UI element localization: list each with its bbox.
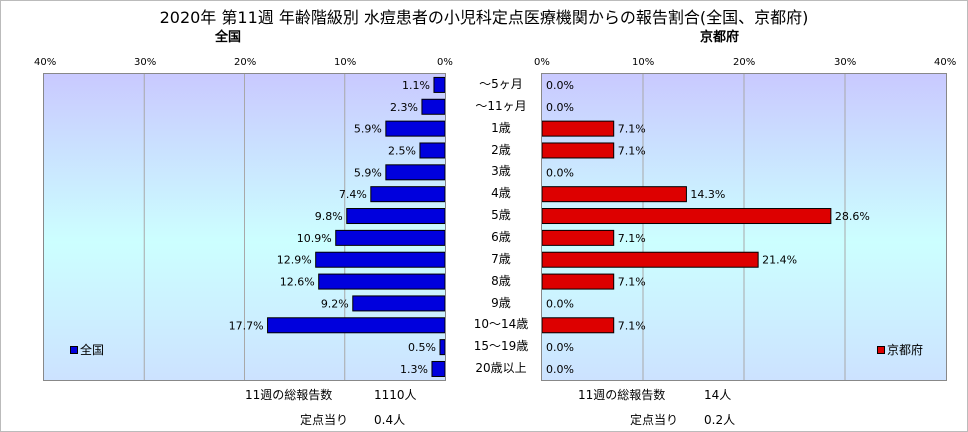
right-tick-label: 30% [834, 57, 857, 68]
right-legend: 京都府 [877, 341, 923, 358]
right-bar [542, 251, 759, 268]
category-label: 6歳 [491, 229, 511, 244]
right-bar [542, 317, 615, 334]
left-value-label: 10.9% [297, 232, 332, 245]
category-label: 1歳 [491, 120, 511, 135]
left-value-label: 12.9% [277, 254, 312, 267]
right-value-label: 7.1% [618, 144, 646, 157]
left-bar [431, 360, 445, 377]
right-legend-swatch [877, 345, 885, 354]
right-value-label: 0.0% [546, 79, 574, 92]
left-value-label: 1.1% [402, 79, 430, 92]
category-label: 3歳 [491, 164, 511, 179]
left-total-value: 1110人 [374, 388, 417, 402]
category-label: ～5ヶ月 [479, 77, 523, 91]
left-tick-label: 0% [437, 57, 453, 68]
left-bar [346, 208, 445, 225]
category-label: 15～19歳 [473, 339, 529, 354]
left-per-label: 定点当り [300, 413, 349, 427]
right-bar [542, 142, 615, 159]
category-label: 7歳 [491, 251, 511, 266]
left-bar [421, 98, 445, 115]
right-bar [542, 186, 687, 203]
right-value-label: 0.0% [546, 297, 574, 310]
category-label: 9歳 [491, 295, 511, 310]
left-bar [419, 142, 445, 159]
right-bar [542, 120, 615, 137]
category-label: 4歳 [491, 186, 511, 201]
left-panel-title: 全国 [215, 30, 242, 45]
right-per-label: 定点当り [630, 413, 679, 427]
left-bar [315, 251, 445, 268]
category-label: 5歳 [491, 208, 511, 223]
left-value-label: 12.6% [280, 276, 315, 289]
left-value-label: 2.5% [388, 144, 416, 157]
left-bar [335, 229, 445, 246]
left-tick-label: 20% [234, 57, 257, 68]
left-bar [385, 120, 445, 137]
right-value-label: 0.0% [546, 341, 574, 354]
category-label: 2歳 [491, 142, 511, 157]
left-per-value: 0.4人 [374, 413, 406, 427]
right-total-value: 14人 [704, 388, 732, 402]
right-value-label: 14.3% [690, 188, 725, 201]
left-bar [318, 273, 445, 290]
left-bar [433, 76, 445, 93]
category-label: ～11ヶ月 [475, 98, 527, 113]
right-value-label: 7.1% [618, 276, 646, 289]
left-value-label: 17.7% [229, 319, 264, 332]
left-total-label: 11週の総報告数 [245, 388, 333, 402]
right-tick-label: 10% [632, 57, 655, 68]
right-value-label: 0.0% [546, 363, 574, 376]
left-value-label: 5.9% [354, 123, 382, 136]
category-label: 8歳 [491, 273, 511, 288]
left-tick-label: 30% [134, 57, 157, 68]
category-label: 20歳以上 [475, 361, 527, 376]
chart-title: 2020年 第11週 年齢階級別 水痘患者の小児科定点医療機関からの報告割合(全… [159, 8, 809, 27]
left-legend: 全国 [70, 341, 104, 358]
right-value-label: 28.6% [835, 210, 870, 223]
right-plot-area: 0.0% 0.0% 7.1% 7.1% 0.0% 14.3% 28.6% 7.1% 21.4% 7… [541, 73, 947, 381]
right-bar [542, 273, 615, 290]
left-bar [385, 164, 445, 181]
left-tick-label: 40% [34, 57, 57, 68]
left-tick-label: 10% [334, 57, 357, 68]
right-value-label: 0.0% [546, 101, 574, 114]
category-label: 10～14歳 [473, 317, 529, 332]
left-legend-swatch [70, 345, 78, 354]
left-value-label: 9.2% [321, 297, 349, 310]
right-value-label: 21.4% [762, 254, 797, 267]
left-value-label: 0.5% [408, 341, 436, 354]
right-total-label: 11週の総報告数 [578, 388, 666, 402]
right-legend-label: 京都府 [887, 343, 924, 357]
right-value-label: 7.1% [618, 123, 646, 136]
left-value-label: 1.3% [400, 363, 428, 376]
right-bar [542, 229, 615, 246]
right-tick-label: 40% [934, 57, 957, 68]
left-bars-svg: 1.1% 2.3% 5.9% 2.5% 5.9% 7.4% 9.8% 10.9% 12.9% 12… [143, 74, 445, 380]
right-bar [542, 208, 832, 225]
left-bar [267, 317, 445, 334]
right-tick-label: 20% [733, 57, 756, 68]
left-bar [352, 295, 445, 312]
right-value-label: 7.1% [618, 232, 646, 245]
right-tick-label: 0% [534, 57, 550, 68]
left-value-label: 7.4% [339, 188, 367, 201]
left-value-label: 5.9% [354, 166, 382, 179]
left-value-label: 2.3% [390, 101, 418, 114]
right-value-label: 0.0% [546, 166, 574, 179]
right-value-label: 7.1% [618, 319, 646, 332]
left-bar [370, 186, 445, 203]
left-plot-area: 1.1% 2.3% 5.9% 2.5% 5.9% 7.4% 9.8% 10.9% 12.9% 12… [43, 73, 446, 381]
right-panel-title: 京都府 [700, 30, 740, 45]
left-bar [439, 339, 445, 356]
right-per-value: 0.2人 [704, 413, 736, 427]
left-legend-label: 全国 [80, 343, 105, 357]
right-bars-svg: 0.0% 0.0% 7.1% 7.1% 0.0% 14.3% 28.6% 7.1% 21.4% 7… [542, 74, 870, 380]
left-value-label: 9.8% [315, 210, 343, 223]
